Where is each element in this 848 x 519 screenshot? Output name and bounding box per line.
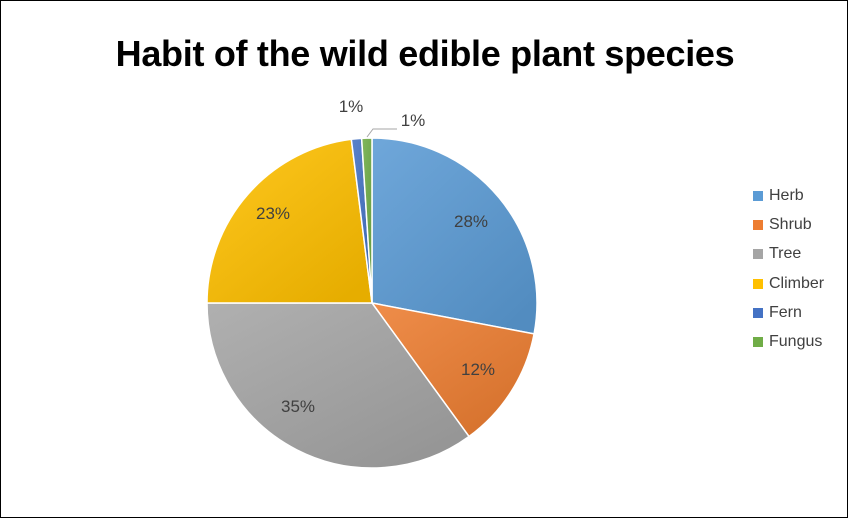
legend-swatch-fern [753,307,763,318]
data-label-fungus: 1% [401,111,426,130]
pie-slice-shrub [370,301,535,438]
legend-swatch-tree [753,249,763,260]
legend-item-herb: Herb [753,181,824,210]
legend-label-tree: Tree [769,245,802,263]
legend-label-fern: Fern [769,303,802,321]
pie-slice-herb [371,137,538,335]
legend-label-fungus: Fungus [769,333,823,351]
data-label-shrub: 12% [461,360,495,379]
legend-item-climber: Climber [753,269,824,298]
pie-slice-fungus [360,137,373,304]
legend-label-shrub: Shrub [769,215,812,233]
data-label-climber: 23% [256,204,290,223]
legend-label-herb: Herb [769,186,804,204]
legend-item-shrub: Shrub [753,210,824,239]
legend-swatch-climber [753,278,763,289]
chart-title: Habit of the wild edible plant species [115,33,735,74]
data-label-fern: 1% [339,97,364,116]
data-label-tree: 35% [281,397,315,416]
data-label-herb: 28% [454,212,488,231]
legend-swatch-herb [753,190,763,201]
pie-slice-climber [206,138,373,304]
legend-item-fungus: Fungus [753,327,824,356]
legend-item-fern: Fern [753,298,824,327]
legend-label-climber: Climber [769,274,825,292]
legend-swatch-fungus [753,337,763,348]
chart-legend: Herb Shrub Tree Climber Fern Fungus [753,181,824,357]
legend-item-tree: Tree [753,240,824,269]
legend-swatch-shrub [753,219,763,230]
leader-line-fungus [366,128,397,138]
pie-slice-tree [206,302,471,469]
